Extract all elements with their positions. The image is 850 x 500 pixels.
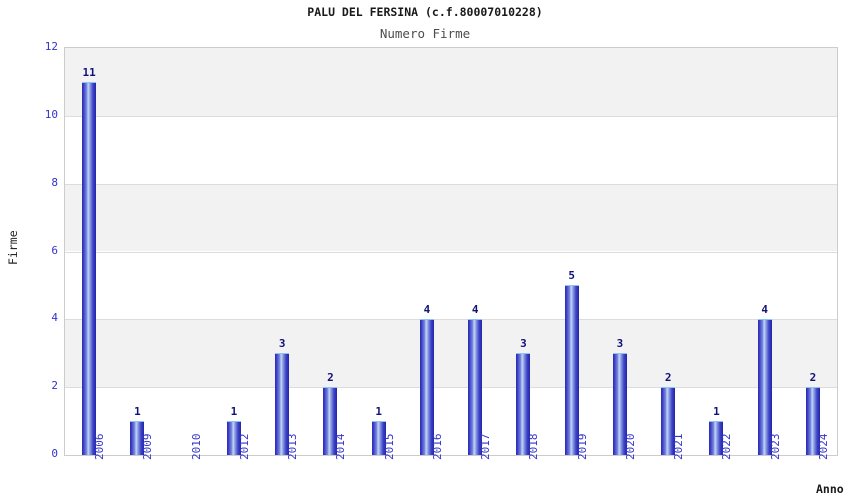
bar[interactable]: [130, 421, 145, 455]
bar[interactable]: [757, 319, 772, 455]
bar-value-label: 11: [82, 65, 96, 79]
x-tick-label: 2019: [575, 433, 589, 461]
bar[interactable]: [468, 319, 483, 455]
x-tick-label: 2013: [286, 433, 300, 461]
bar-value-label: 4: [761, 303, 768, 317]
y-tick-label: 10: [44, 107, 58, 121]
y-tick-label: 2: [51, 379, 58, 393]
x-tick-label: 2014: [334, 433, 348, 461]
bar-value-label: 3: [278, 337, 286, 351]
x-axis-title: Anno: [816, 482, 844, 496]
bar[interactable]: [516, 353, 531, 455]
bar-value-label: 1: [375, 405, 382, 419]
bar[interactable]: [82, 81, 97, 455]
grid-line: [65, 116, 837, 117]
bar[interactable]: [226, 421, 241, 455]
bar-value-label: 1: [230, 405, 238, 419]
y-tick-label: 4: [51, 311, 58, 325]
y-tick-label: 0: [51, 447, 58, 460]
plot-band: [65, 48, 837, 116]
bar[interactable]: [709, 421, 724, 455]
bar-value-label: 4: [471, 303, 479, 317]
bar[interactable]: [275, 353, 290, 455]
x-tick-label: 2018: [527, 433, 541, 461]
y-tick-label: 8: [51, 175, 58, 189]
x-tick-label: 2021: [672, 433, 686, 461]
x-tick-label: 2017: [479, 433, 493, 461]
x-tick-label: 2009: [141, 433, 155, 461]
bar-value-label: 5: [568, 269, 575, 283]
bar[interactable]: [323, 387, 338, 455]
bars-layer: 11 1 1 3 2 1 4 4 3 5 3 2 1 4 2: [65, 48, 837, 455]
y-axis: Firme 0 2 4 6 8 10 12: [0, 40, 58, 460]
bar-value-label: 2: [327, 371, 334, 385]
grid-line: [65, 184, 837, 185]
chart-title: PALU DEL FERSINA (c.f.80007010228): [307, 5, 543, 19]
x-tick-label: 2022: [720, 433, 734, 461]
bar[interactable]: [371, 421, 386, 455]
bar[interactable]: [805, 387, 820, 455]
bar[interactable]: [661, 387, 676, 455]
grid-line: [65, 252, 837, 253]
y-tick-label: 12: [44, 40, 58, 53]
chart-subtitle: Numero Firme: [379, 26, 471, 41]
grid-line: [65, 319, 837, 320]
bar-value-label: 2: [664, 371, 672, 385]
bar-value-label: 3: [616, 337, 624, 351]
x-axis: 2006 2009 2010 2012 2013 2014 2015 2016 2017 2018…: [64, 434, 838, 500]
y-tick-label: 6: [51, 243, 58, 257]
plot-band: [65, 183, 837, 252]
bar[interactable]: [419, 319, 434, 455]
x-tick-label: 2012: [237, 433, 251, 461]
x-tick-label: 2010: [189, 433, 203, 461]
plot-area: 11 1 1 3 2 1 4 4 3 5 3 2 1 4 2: [64, 47, 838, 456]
bar[interactable]: [612, 353, 627, 455]
x-tick-label: 2006: [93, 433, 107, 461]
bar-value-label: 4: [423, 303, 431, 317]
bar-value-label: 2: [809, 371, 817, 385]
bar-value-label: 1: [713, 405, 720, 419]
bar[interactable]: [564, 285, 579, 455]
x-tick-label: 2023: [768, 433, 782, 461]
grid-line: [65, 387, 837, 388]
x-tick-label: 2020: [623, 433, 637, 461]
plot-band: [65, 319, 837, 388]
bar-value-label: 1: [134, 405, 141, 419]
x-tick-label: 2024: [816, 433, 830, 461]
x-tick-label: 2016: [430, 433, 444, 461]
x-tick-label: 2015: [382, 433, 396, 461]
bar-value-label: 3: [520, 337, 527, 351]
